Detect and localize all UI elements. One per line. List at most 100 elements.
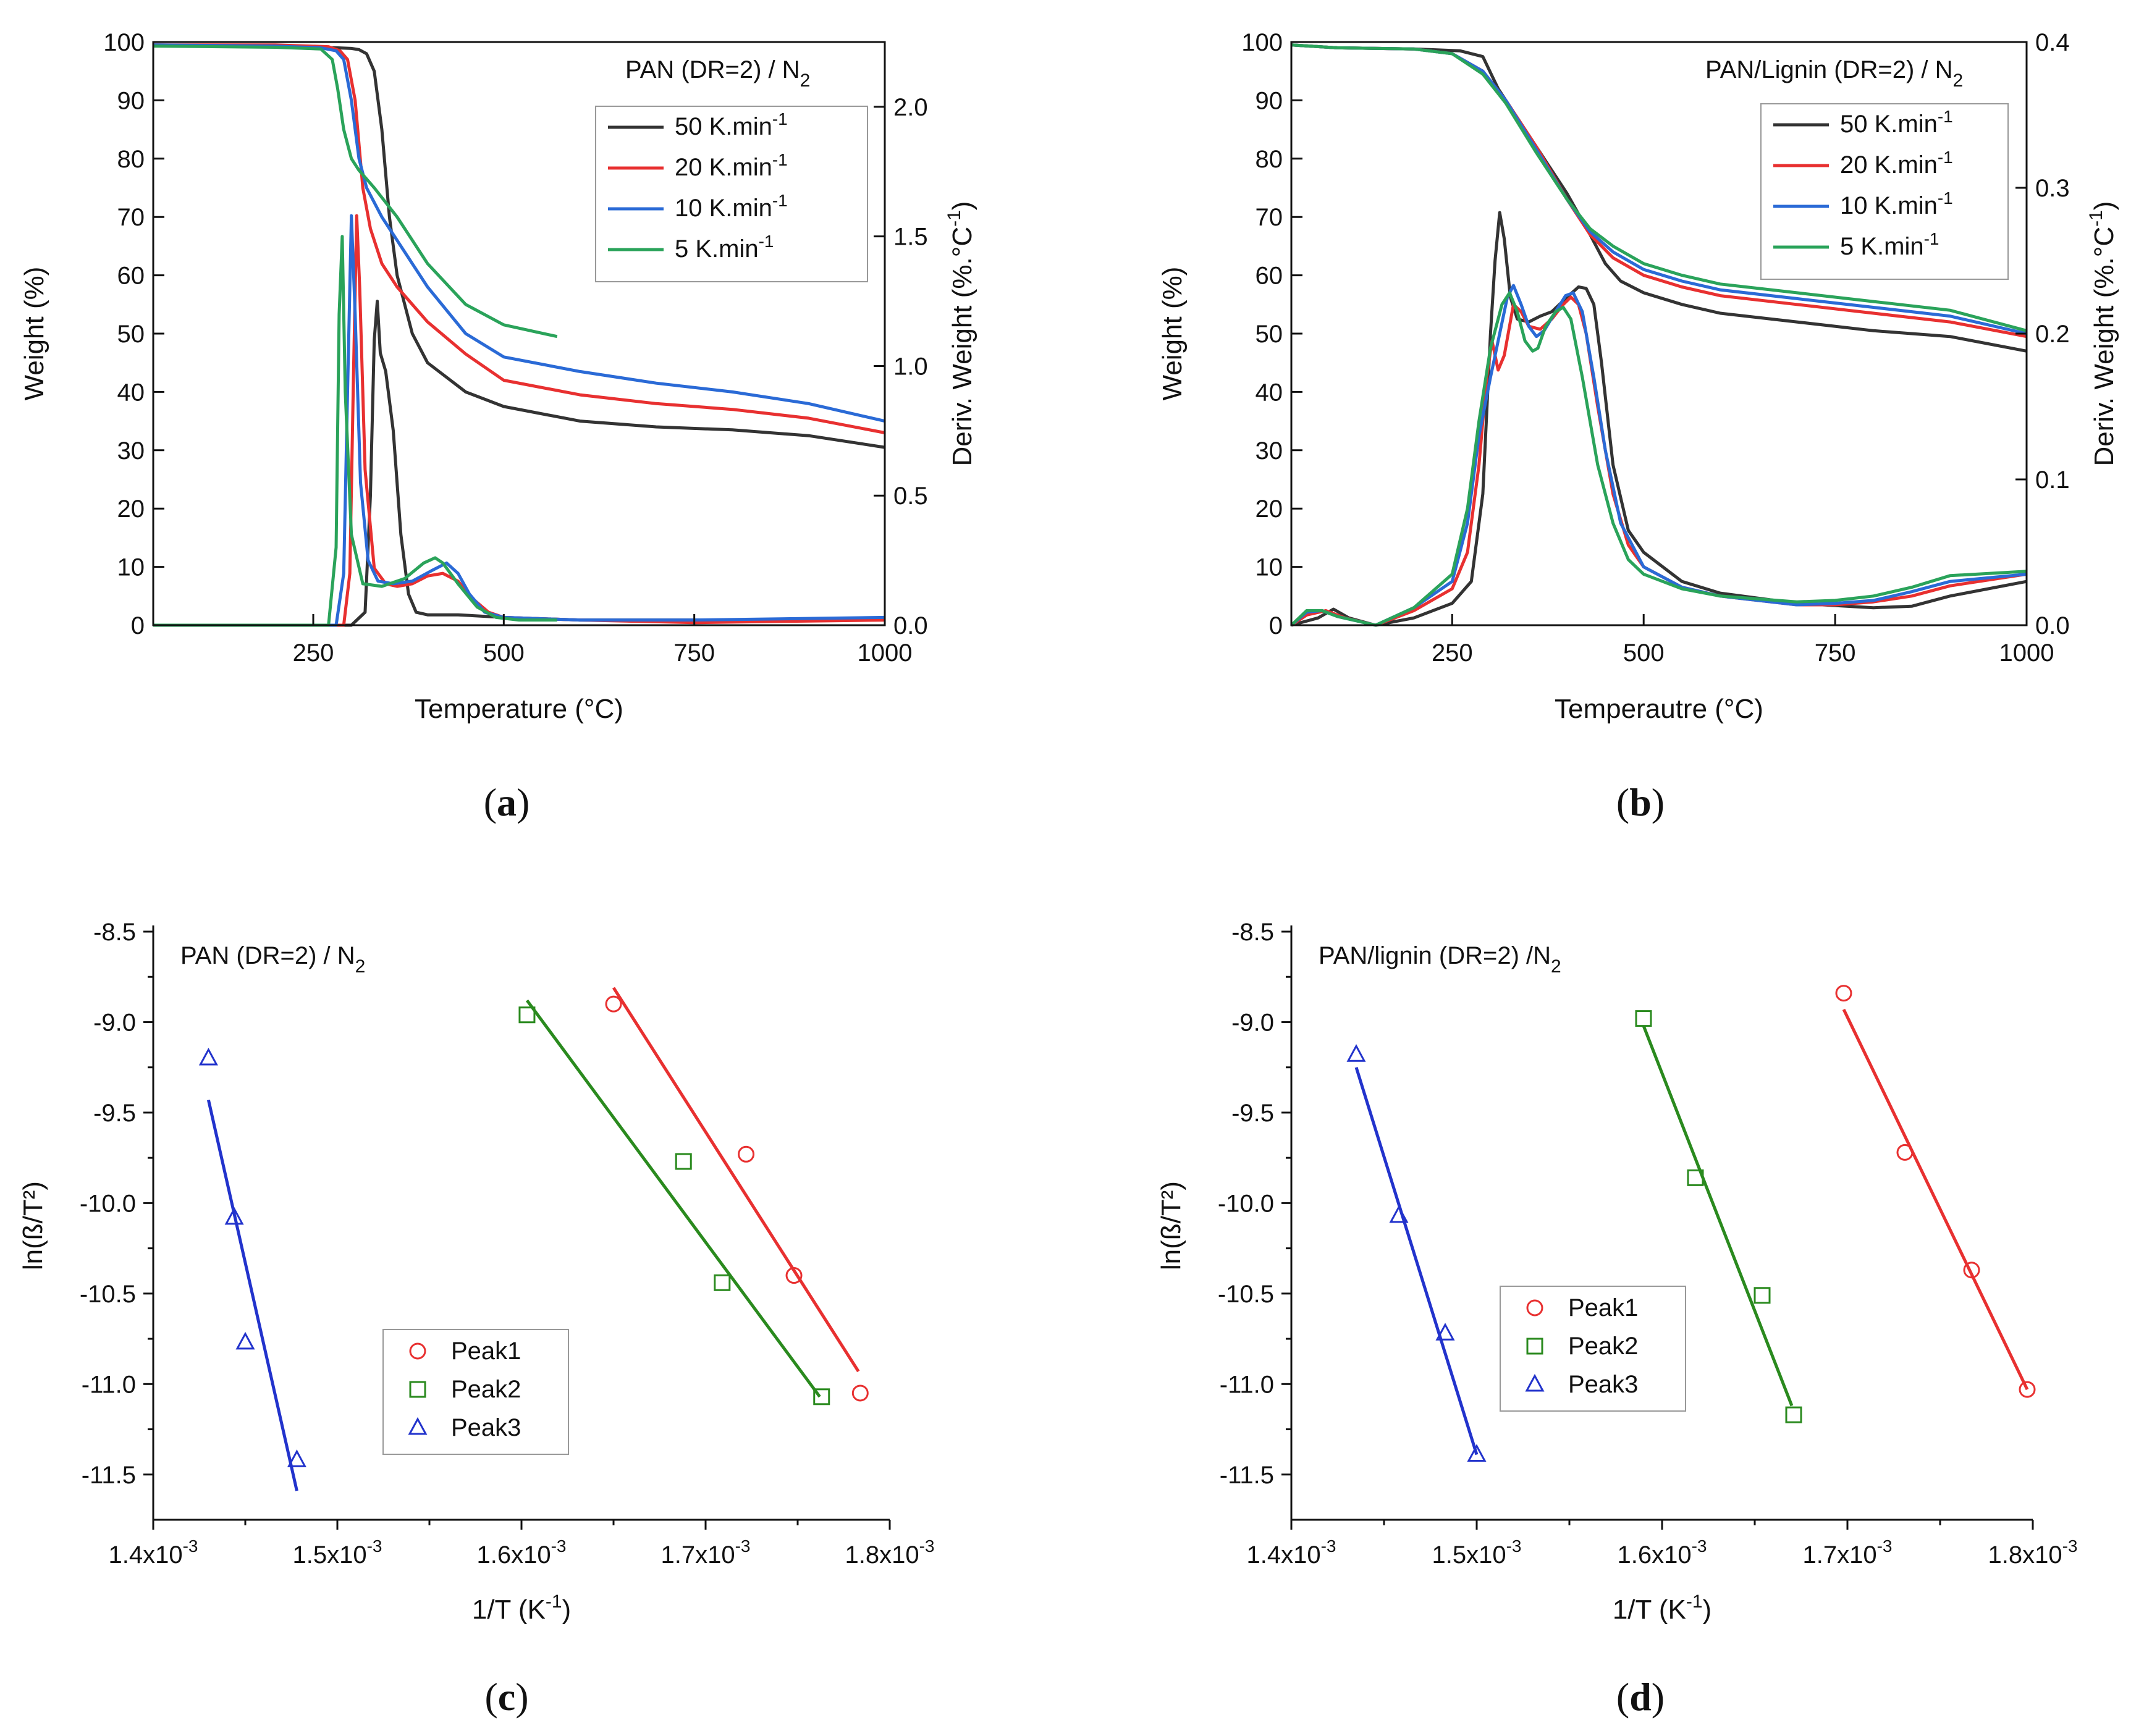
legend-label: Peak2	[451, 1376, 521, 1403]
y-left-tick-label: 80	[117, 146, 145, 173]
y-left-axis-label: Weight (%)	[19, 267, 49, 401]
y-left-tick-label: 100	[1241, 29, 1283, 56]
data-point	[2019, 1381, 2036, 1398]
chart-title: PAN/lignin (DR=2) /N2	[1319, 942, 1561, 977]
data-point	[408, 1417, 428, 1435]
x-tick-label: 500	[1623, 639, 1665, 667]
legend-label: 5 K.min-1	[1840, 229, 1939, 260]
legend-label: Peak2	[1568, 1333, 1638, 1360]
y-left-tick-label: 90	[1256, 87, 1283, 114]
y-left-tick-label: 90	[117, 87, 145, 114]
x-axis-label: 1/T (K-1)	[472, 1591, 571, 1625]
y-left-tick-label: 30	[1256, 437, 1283, 465]
x-tick-label: 1.5x10-3	[292, 1536, 382, 1569]
y-tick-label: -8.5	[1231, 919, 1274, 946]
legend-label: 20 K.min-1	[675, 150, 788, 181]
data-point	[738, 1145, 755, 1163]
y-right-tick-label: 0.5	[893, 482, 928, 510]
y-left-tick-label: 100	[103, 29, 145, 56]
x-tick-label: 1.6x10-3	[1617, 1536, 1707, 1569]
panel-b: 250 500 750 1000 0 10 20 30 40 50 60 70 80 90 100 0.0 0.…	[1157, 29, 2119, 824]
data-point	[813, 1388, 830, 1405]
y-tick-label: -9.0	[93, 1009, 136, 1036]
data-point	[714, 1274, 731, 1291]
y-right-tick-label: 0.1	[2035, 466, 2070, 494]
legend-label: 10 K.min-1	[1840, 188, 1953, 219]
legend-label: 50 K.min-1	[675, 109, 788, 140]
y-right-axis-label: Deriv. Weight (%.°C-1)	[2086, 201, 2119, 466]
y-tick-label: -10.0	[1218, 1190, 1274, 1217]
data-point	[1435, 1323, 1455, 1341]
data-point	[1346, 1044, 1366, 1062]
data-point	[1389, 1205, 1409, 1223]
x-tick-label: 1.8x10-3	[845, 1536, 934, 1569]
x-tick-label: 1.4x10-3	[108, 1536, 198, 1569]
data-point	[675, 1153, 692, 1170]
panel-a: 250 500 750 1000 0 10 20 30 40 50 60 70 80 90 100 0.0 0.…	[19, 29, 977, 824]
x-tick-label: 1.7x10-3	[661, 1536, 750, 1569]
fit-line-peak2	[1642, 1025, 1794, 1407]
x-tick-label: 1.6x10-3	[476, 1536, 566, 1569]
series-weight-1	[153, 43, 885, 434]
legend-box	[1760, 103, 2009, 280]
y-left-tick-label: 70	[1256, 204, 1283, 231]
series-deriv-4	[1291, 211, 2027, 627]
y-right-tick-label: 0.4	[2035, 29, 2070, 56]
data-point	[605, 995, 622, 1013]
y-tick-label: -10.0	[80, 1190, 136, 1217]
y-right-tick-label: 2.0	[893, 94, 928, 121]
legend-box	[595, 106, 868, 282]
series-deriv-7	[153, 235, 557, 627]
series-weight-3	[1291, 43, 2027, 332]
y-left-tick-label: 20	[1256, 495, 1283, 523]
y-right-tick-label: 1.0	[893, 353, 928, 380]
data-point	[1687, 1169, 1704, 1186]
legend-label: 10 K.min-1	[675, 191, 788, 222]
fit-line-peak2	[525, 999, 821, 1398]
x-tick-label: 1000	[1999, 639, 2054, 667]
y-left-tick-label: 80	[1256, 146, 1283, 173]
data-point	[409, 1342, 426, 1360]
x-tick-label: 1.4x10-3	[1246, 1536, 1336, 1569]
y-left-tick-label: 40	[117, 379, 145, 406]
y-left-tick-label: 60	[1256, 263, 1283, 290]
fit-line-peak1	[612, 987, 860, 1373]
y-left-tick-label: 50	[117, 321, 145, 348]
panel-caption: (b)	[1616, 780, 1665, 824]
y-right-tick-label: 0.3	[2035, 175, 2070, 202]
fit-line-peak3	[1354, 1066, 1479, 1456]
legend-label: Peak3	[1568, 1371, 1638, 1398]
panel-d: 1.4x10-3 1.5x10-3 1.6x10-3 1.7x10-3 1.8x10-3…	[1156, 919, 2078, 1719]
y-left-tick-label: 20	[117, 495, 145, 523]
chart-title: PAN (DR=2) / N2	[625, 56, 810, 91]
x-tick-label: 1.5x10-3	[1432, 1536, 1521, 1569]
data-point	[1835, 985, 1852, 1002]
legend-label: Peak1	[1568, 1294, 1638, 1321]
y-tick-label: -10.5	[1218, 1281, 1274, 1308]
data-point	[224, 1207, 244, 1225]
y-tick-label: -11.5	[82, 1462, 136, 1489]
y-tick-label: -9.5	[1231, 1100, 1274, 1127]
series-weight-2	[153, 43, 885, 423]
x-tick-label: 750	[1815, 639, 1856, 667]
y-left-tick-label: 40	[1256, 379, 1283, 406]
y-right-tick-label: 0.2	[2035, 321, 2070, 348]
data-point	[1526, 1299, 1543, 1317]
panel-caption: (d)	[1616, 1675, 1665, 1719]
y-left-tick-label: 10	[117, 554, 145, 581]
data-point	[287, 1449, 306, 1467]
panel-caption: (a)	[484, 780, 530, 824]
y-right-tick-label: 1.5	[893, 224, 928, 251]
y-right-tick-label: 0.0	[2035, 612, 2070, 639]
data-point	[1525, 1373, 1545, 1392]
legend-label: 20 K.min-1	[1840, 148, 1953, 179]
data-point	[1635, 1010, 1652, 1027]
y-tick-label: -11.5	[1220, 1462, 1274, 1489]
y-right-axis-label: Deriv. Weight (%.°C-1)	[944, 201, 977, 466]
panel-c: 1.4x10-3 1.5x10-3 1.6x10-3 1.7x10-3 1.8x10-3…	[18, 919, 935, 1719]
data-point	[1526, 1338, 1543, 1355]
y-left-tick-label: 70	[117, 204, 145, 231]
series-deriv-4	[153, 300, 885, 627]
data-point	[1467, 1444, 1487, 1462]
x-tick-label: 1.7x10-3	[1802, 1536, 1892, 1569]
